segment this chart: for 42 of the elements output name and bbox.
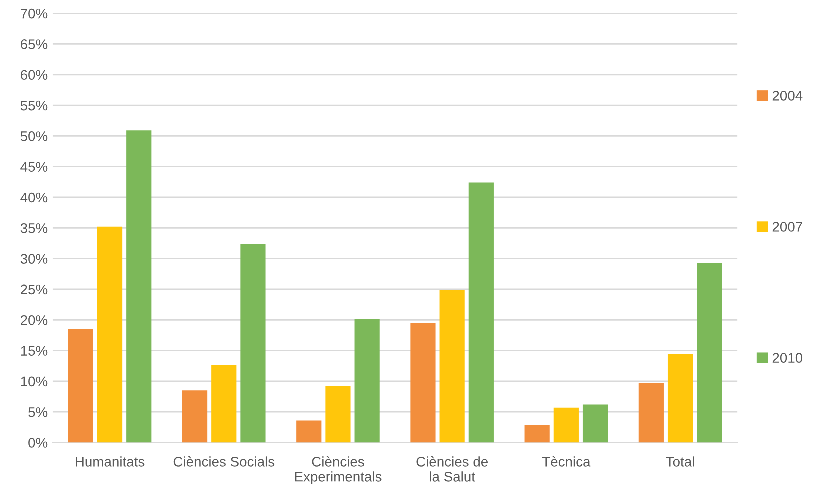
y-tick-label: 0%	[28, 438, 48, 448]
x-tick-label: Humanitats	[76, 456, 145, 467]
y-tick-label: 35%	[20, 223, 48, 234]
legend-label: 2004	[772, 91, 803, 101]
y-tick-label: 15%	[21, 346, 48, 356]
bar	[524, 424, 550, 443]
bar	[582, 404, 608, 443]
bar	[468, 182, 494, 443]
bar	[68, 329, 94, 443]
legend-label: 2010	[772, 353, 803, 363]
y-tick-label: 40%	[20, 192, 48, 203]
x-tick-label: Total	[666, 456, 694, 467]
bar	[410, 323, 436, 443]
bar	[126, 130, 152, 443]
bar	[638, 383, 664, 443]
y-tick-label: 55%	[20, 100, 48, 111]
x-tick-label: Tècnica	[542, 456, 591, 467]
bar	[326, 386, 351, 443]
bar	[97, 226, 123, 443]
bar	[354, 320, 380, 443]
bar	[554, 408, 579, 443]
y-tick-label: 25%	[21, 284, 48, 295]
x-tick-label: Ciències de la Salut	[416, 456, 488, 482]
bar	[212, 366, 237, 443]
y-tick-label: 20%	[21, 315, 48, 326]
bar	[440, 290, 465, 443]
y-tick-label: 60%	[21, 70, 48, 80]
bar	[240, 244, 266, 443]
y-tick-label: 10%	[21, 376, 48, 387]
bar	[182, 390, 208, 443]
y-tick-label: 30%	[20, 254, 48, 264]
x-tick-label: Ciències Socials	[174, 456, 275, 467]
bar	[296, 420, 322, 443]
legend-label: 2007	[772, 222, 802, 232]
y-tick-label: 65%	[21, 40, 48, 50]
bar	[697, 263, 722, 443]
y-tick-label: 45%	[20, 162, 48, 172]
y-tick-label: 70%	[21, 8, 48, 19]
y-tick-label: 50%	[20, 132, 48, 142]
y-tick-label: 5%	[28, 408, 48, 418]
x-tick-label: Ciències Experimentals	[295, 456, 382, 485]
bar	[668, 354, 694, 443]
